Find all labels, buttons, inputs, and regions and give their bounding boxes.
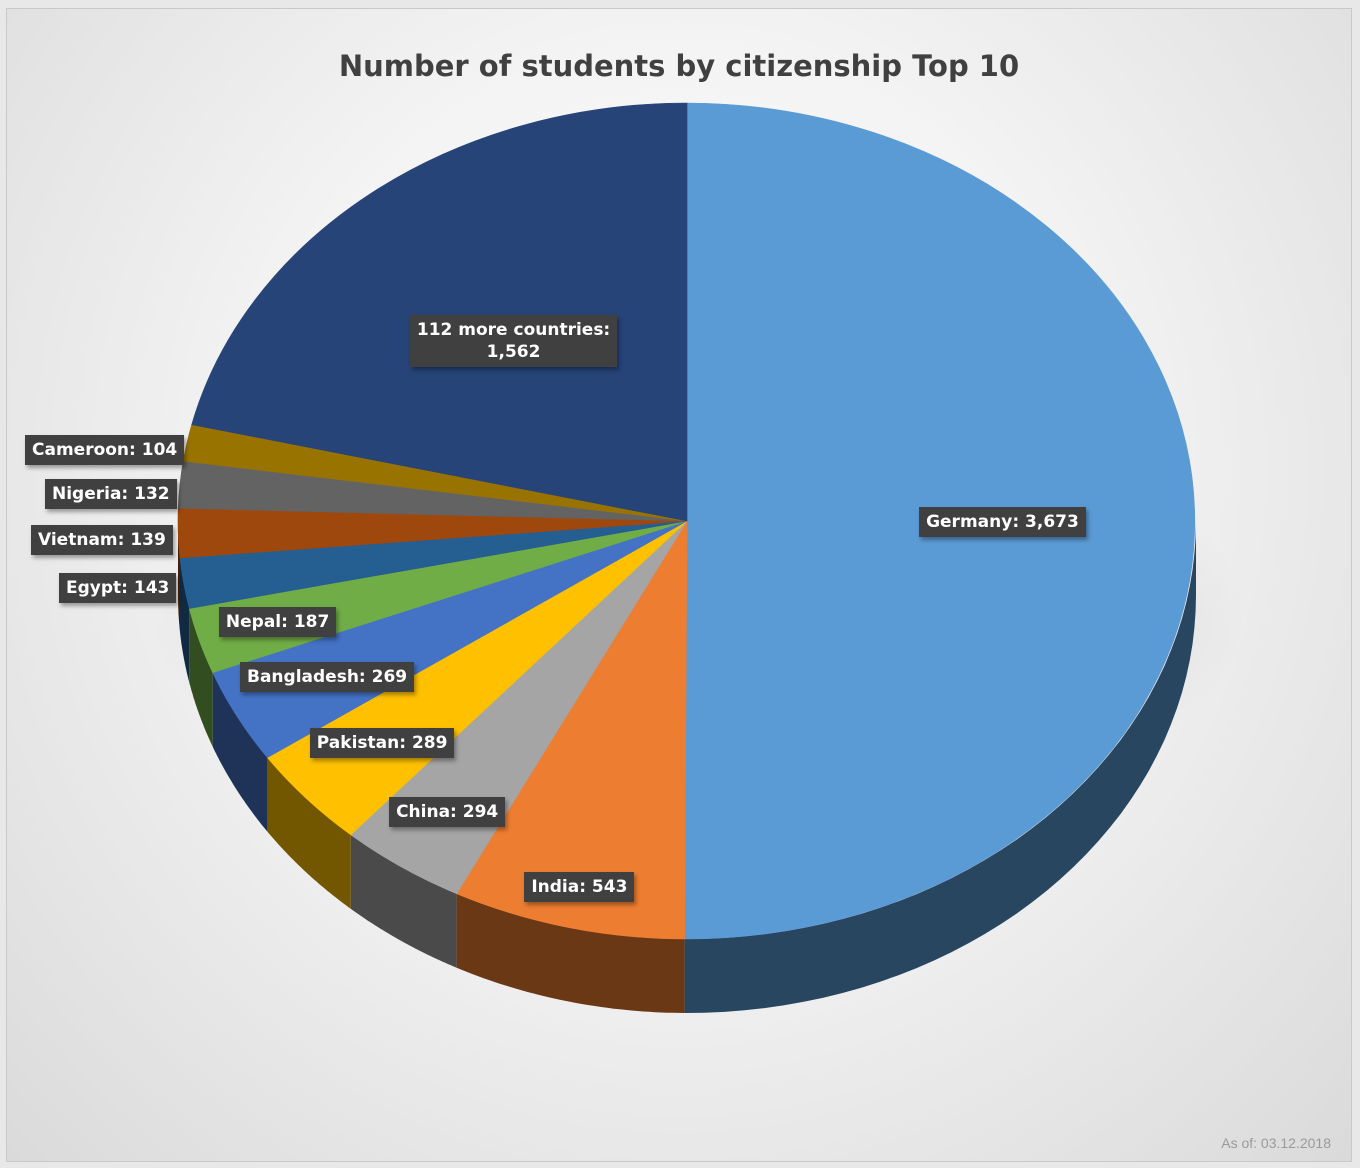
- chart-title: Number of students by citizenship Top 10: [338, 49, 1020, 83]
- data-label-india: India: 543: [524, 871, 635, 902]
- data-label-line: India: 543: [531, 876, 628, 897]
- data-label-line: Vietnam: 139: [38, 530, 166, 550]
- data-label-bangladesh: Bangladesh: 269: [240, 662, 415, 693]
- pie-side-china: [350, 834, 457, 968]
- pie-side-vietnam: [178, 521, 180, 632]
- data-label-112-more-countries: 112 more countries: 1,562: [409, 314, 618, 367]
- data-label-line: Nigeria: 132: [52, 484, 170, 504]
- data-label-line: Bangladesh: 269: [247, 667, 408, 688]
- data-label-pakistan: Pakistan: 289: [309, 727, 455, 758]
- data-label-line: 112 more countries:: [416, 319, 611, 340]
- data-label-line: Cameroon: 104: [32, 440, 178, 460]
- data-label-line: Nepal: 187: [225, 611, 330, 632]
- data-label-line: 1,562: [486, 341, 541, 362]
- pie-side-nepal: [189, 608, 213, 747]
- data-label-egypt: Egypt: 143: [59, 573, 177, 603]
- data-label-cameroon: Cameroon: 104: [25, 435, 185, 465]
- data-label-china: China: 294: [389, 796, 506, 827]
- data-label-line: China: 294: [396, 801, 499, 822]
- data-label-nigeria: Nigeria: 132: [45, 479, 177, 509]
- chart-area: Number of students by citizenship Top 10…: [6, 8, 1352, 1162]
- data-label-line: Germany: 3,673: [926, 511, 1079, 532]
- pie-chart: [148, 102, 1246, 1013]
- as-of-note: As of: 03.12.2018: [1221, 1135, 1331, 1151]
- pie-side-bangladesh: [212, 672, 268, 832]
- pie-side-egypt: [180, 557, 190, 683]
- data-label-line: Pakistan: 289: [316, 732, 448, 753]
- pie-side-india: [456, 893, 685, 1013]
- data-label-vietnam: Vietnam: 139: [31, 525, 173, 555]
- pie-side-germany: [684, 521, 1196, 1013]
- data-label-line: Egypt: 143: [66, 578, 170, 598]
- pie-side-pakistan: [267, 757, 351, 909]
- data-label-nepal: Nepal: 187: [218, 606, 337, 637]
- data-label-germany: Germany: 3,673: [919, 506, 1086, 537]
- pie-slice-112-more-countries: [191, 102, 688, 522]
- pie-slice-india: [456, 519, 688, 940]
